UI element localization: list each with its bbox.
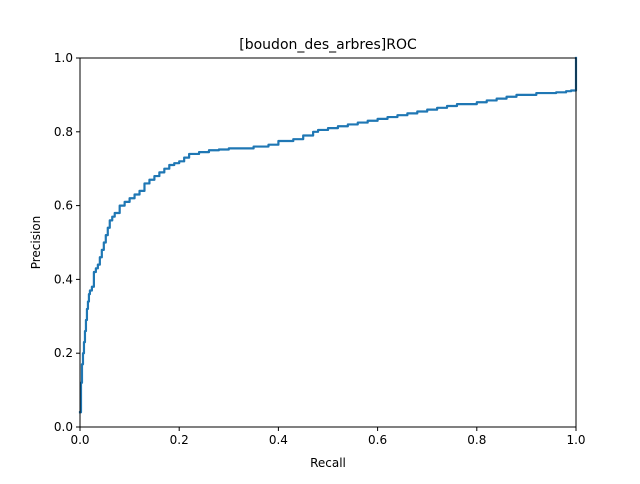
- y-tick-label: 0.4: [54, 272, 73, 286]
- x-axis-label: Recall: [310, 456, 346, 470]
- x-tick-label: 0.2: [170, 433, 189, 447]
- x-tick-label: 0.8: [467, 433, 486, 447]
- x-tick-label: 0.4: [269, 433, 288, 447]
- y-tick-label: 0.2: [54, 346, 73, 360]
- y-axis-label: Precision: [29, 216, 43, 270]
- x-tick-label: 0.6: [368, 433, 387, 447]
- axis-ticks: 0.0 0.2 0.4 0.6 0.8 1.0 0.0 0.2 0.4 0.6 0.8 1.0: [54, 51, 586, 447]
- series-layer: [78, 56, 578, 414]
- x-tick-label: 0.0: [70, 433, 89, 447]
- roc-curve-line: [78, 56, 578, 414]
- chart-title: [boudon_des_arbres]ROC: [239, 37, 417, 53]
- y-tick-label: 1.0: [54, 51, 73, 65]
- y-tick-label: 0.6: [54, 199, 73, 213]
- y-tick-label: 0.8: [54, 125, 73, 139]
- plot-area: [80, 58, 576, 427]
- x-tick-label: 1.0: [566, 433, 585, 447]
- y-tick-label: 0.0: [54, 420, 73, 434]
- plot-frame: [79, 57, 577, 428]
